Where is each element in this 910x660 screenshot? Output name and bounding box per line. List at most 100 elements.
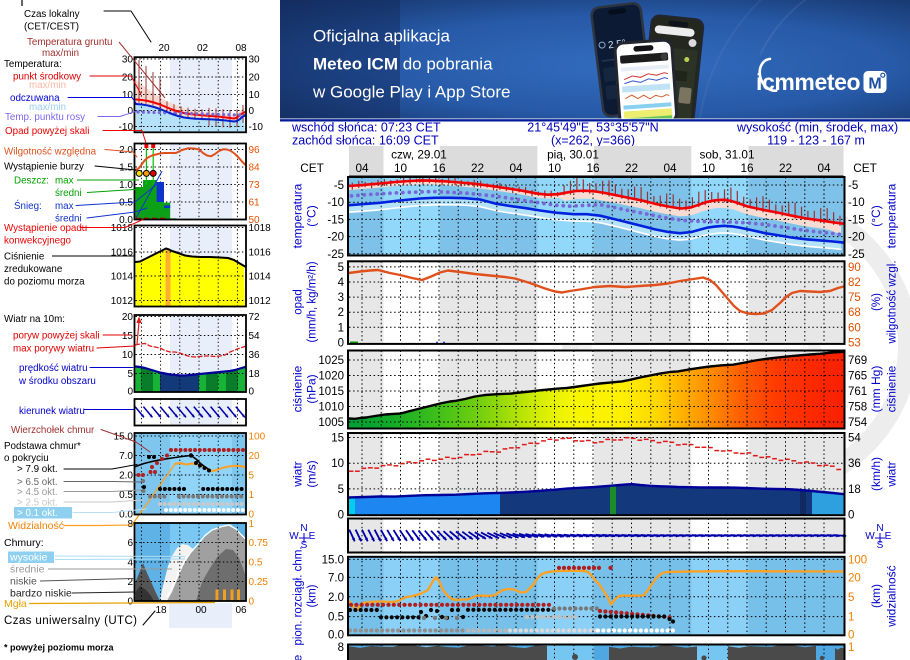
svg-text:5: 5 [848, 592, 854, 604]
svg-text:0: 0 [249, 510, 255, 521]
svg-text:4: 4 [127, 558, 133, 569]
svg-text:widzialność: widzialność [885, 565, 899, 627]
svg-text:90: 90 [848, 262, 861, 274]
svg-text:temperatura: temperatura [885, 183, 899, 248]
svg-text:punkt środkowy: punkt środkowy [13, 72, 81, 83]
svg-text:w środku obszaru: w środku obszaru [18, 376, 96, 387]
svg-text:-20: -20 [327, 232, 344, 244]
svg-text:1025: 1025 [318, 355, 344, 367]
svg-text:22: 22 [625, 161, 638, 175]
svg-text:-10: -10 [848, 197, 865, 209]
svg-text:max: max [55, 201, 74, 212]
svg-text:Temperatura gruntu: Temperatura gruntu [27, 37, 113, 48]
svg-text:3: 3 [338, 292, 344, 304]
svg-text:20: 20 [122, 73, 134, 84]
svg-text:czw, 29.01: czw, 29.01 [391, 148, 447, 162]
svg-text:1012: 1012 [111, 296, 134, 307]
svg-text:1015: 1015 [318, 386, 344, 398]
svg-text:(hPa): (hPa) [305, 374, 319, 403]
svg-text:-5: -5 [848, 180, 858, 192]
svg-text:75: 75 [848, 292, 861, 304]
svg-text:1016: 1016 [249, 248, 272, 259]
svg-text:10: 10 [122, 350, 134, 361]
svg-text:0: 0 [338, 509, 344, 521]
svg-text:1018: 1018 [249, 223, 272, 234]
svg-text:72: 72 [249, 312, 261, 323]
svg-text:(km): (km) [307, 584, 319, 607]
svg-text:04: 04 [817, 161, 831, 175]
svg-text:0: 0 [848, 509, 854, 521]
svg-text:> 2.5 okt.: > 2.5 okt. [17, 498, 58, 509]
svg-text:0: 0 [127, 106, 133, 117]
svg-text:5: 5 [338, 262, 344, 274]
svg-text:1: 1 [338, 322, 344, 334]
svg-text:1005: 1005 [318, 417, 344, 429]
svg-text:82: 82 [848, 277, 861, 289]
svg-text:50: 50 [249, 215, 261, 226]
svg-text:96: 96 [249, 145, 261, 156]
svg-text:N: N [300, 523, 307, 534]
svg-text:0: 0 [127, 387, 133, 398]
svg-text:1018: 1018 [111, 223, 134, 234]
svg-text:(km/h): (km/h) [869, 457, 883, 491]
svg-text:16: 16 [586, 161, 600, 175]
svg-text:04: 04 [663, 161, 677, 175]
svg-text:Oficjalna aplikacja: Oficjalna aplikacja [313, 27, 451, 46]
svg-text:o pokryciu: o pokryciu [4, 453, 49, 464]
svg-text:Widzialność: Widzialność [8, 520, 64, 532]
svg-text:100: 100 [249, 432, 266, 443]
svg-text:bardzo niskie: bardzo niskie [10, 588, 72, 600]
svg-text:Mgła: Mgła [4, 598, 27, 610]
svg-text:Śnieg:: Śnieg: [14, 200, 42, 212]
svg-text:22: 22 [471, 161, 484, 175]
svg-text:konwekcyjnego: konwekcyjnego [4, 236, 72, 247]
svg-text:CET: CET [300, 161, 324, 175]
svg-text:53: 53 [848, 337, 861, 349]
svg-text:5: 5 [127, 369, 133, 380]
svg-text:(%): (%) [871, 293, 883, 311]
svg-text:E: E [885, 531, 892, 542]
svg-text:36: 36 [848, 458, 861, 470]
svg-text:wschód słońca: 07:23 CET: wschód słońca: 07:23 CET [291, 121, 441, 135]
svg-text:10: 10 [702, 161, 716, 175]
svg-text:0: 0 [249, 597, 255, 608]
svg-text:wysokość (min, środek, max): wysokość (min, środek, max) [736, 121, 898, 135]
svg-text:119 - 123 - 167 m: 119 - 123 - 167 m [767, 134, 865, 148]
svg-text:Podstawa chmur*: Podstawa chmur* [4, 441, 81, 452]
svg-text:00: 00 [195, 605, 207, 616]
svg-text:0.5: 0.5 [119, 490, 133, 501]
svg-text:2.0: 2.0 [119, 471, 133, 482]
svg-text:-10: -10 [119, 122, 134, 133]
svg-text:max: max [55, 176, 74, 187]
svg-text:Wystąpienie opadu: Wystąpienie opadu [4, 223, 87, 234]
svg-text:CET: CET [853, 161, 877, 175]
svg-text:7.0: 7.0 [119, 451, 133, 462]
svg-text:20: 20 [122, 312, 134, 323]
svg-text:max/min: max/min [42, 48, 79, 59]
svg-text:Chmury:: Chmury: [4, 537, 44, 549]
svg-text:zachód słońca: 16:09 CET: zachód słońca: 16:09 CET [292, 134, 439, 148]
svg-text:(°C): (°C) [305, 205, 319, 226]
svg-text:73: 73 [249, 180, 261, 191]
svg-text:(m/s): (m/s) [305, 460, 319, 487]
svg-text:Temperatura:: Temperatura: [4, 59, 62, 70]
svg-text:0: 0 [338, 337, 344, 349]
svg-text:1: 1 [848, 642, 854, 654]
svg-text:2.0: 2.0 [119, 145, 133, 156]
svg-text:765: 765 [848, 371, 867, 383]
svg-text:18: 18 [848, 484, 861, 496]
svg-text:61: 61 [249, 198, 261, 209]
svg-text:pią, 30.01: pią, 30.01 [547, 148, 599, 162]
svg-text:08: 08 [235, 43, 247, 54]
svg-text:04: 04 [509, 161, 523, 175]
svg-text:wiatr: wiatr [291, 461, 305, 487]
svg-text:ciśnienie: ciśnienie [291, 365, 305, 412]
svg-text:> 6.5 okt.: > 6.5 okt. [17, 477, 58, 488]
svg-text:1: 1 [848, 612, 854, 624]
svg-text:-25: -25 [327, 249, 344, 261]
svg-text:Czas uniwersalny (UTC): Czas uniwersalny (UTC) [4, 615, 137, 627]
svg-text:0.25: 0.25 [249, 577, 269, 588]
svg-text:20: 20 [158, 43, 170, 54]
svg-text:wilgotność wzgl.: wilgotność wzgl. [887, 260, 899, 344]
svg-text:zredukowane: zredukowane [4, 264, 63, 275]
